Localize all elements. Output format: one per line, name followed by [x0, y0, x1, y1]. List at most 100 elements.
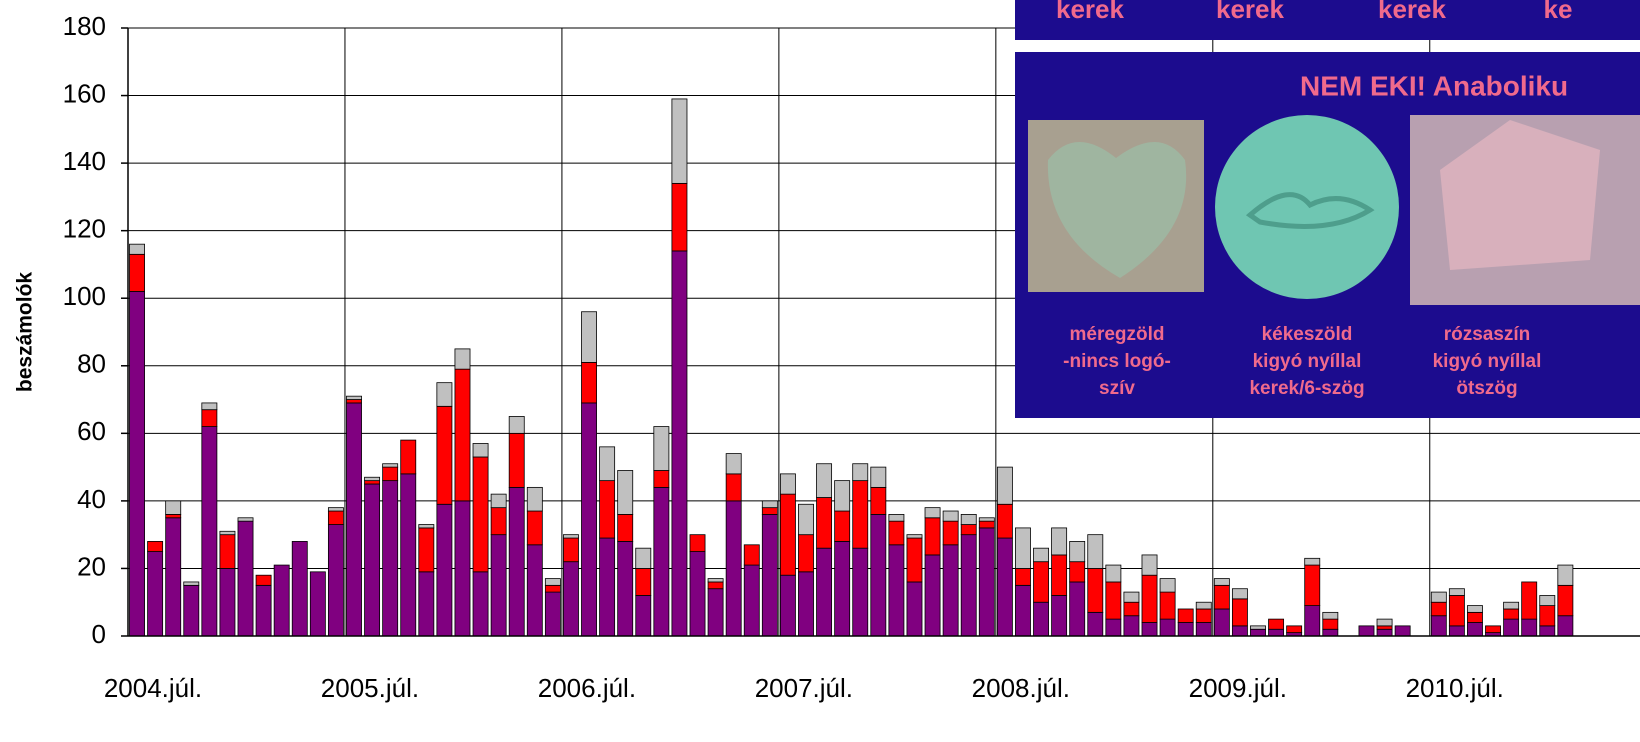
bar-segment: [201, 402, 218, 411]
bar-segment: [725, 453, 742, 475]
bar-segment: [472, 571, 489, 637]
y-axis-label: beszámolók: [14, 272, 37, 393]
y-tick-label: 40: [77, 484, 106, 514]
y-tick-label: 140: [63, 146, 106, 176]
inset-caption: kigyó nyíllal: [1433, 351, 1542, 372]
bar-segment: [1231, 588, 1248, 600]
inset-caption: kigyó nyíllal: [1253, 351, 1362, 372]
bar-segment: [1141, 554, 1158, 576]
bar-segment: [1250, 628, 1266, 637]
bar-segment: [1141, 574, 1158, 623]
bar-segment: [1123, 591, 1140, 603]
bar-segment: [1087, 568, 1104, 613]
bar-segment: [129, 291, 145, 637]
bar-segment: [1033, 601, 1049, 637]
bar-segment: [834, 480, 851, 512]
bar-segment: [1177, 622, 1194, 637]
bar-segment: [689, 551, 706, 637]
bar-segment: [1322, 611, 1339, 620]
bar-segment: [870, 466, 887, 488]
bar-segment: [129, 243, 145, 255]
x-tick-label: 2009.júl.: [1189, 673, 1287, 703]
bar-segment: [1448, 588, 1465, 596]
bar-segment: [761, 507, 778, 515]
bar-segment: [490, 493, 507, 509]
bar-segment: [1213, 584, 1230, 610]
bar-segment: [888, 520, 905, 546]
bar-segment: [1521, 618, 1538, 637]
bar-segment: [996, 537, 1013, 637]
bar-segment: [1448, 595, 1465, 627]
bar-segment: [1105, 564, 1122, 583]
bar-segment: [1503, 601, 1520, 610]
bar-segment: [382, 480, 399, 637]
bar-segment: [1213, 578, 1230, 586]
bar-segment: [816, 497, 833, 549]
bar-segment: [707, 581, 724, 590]
bar-segment: [508, 416, 525, 434]
bar-segment: [327, 507, 344, 512]
bar-segment: [761, 514, 778, 637]
bar-segment: [1250, 625, 1266, 630]
bar-segment: [1304, 564, 1321, 606]
bar-segment: [1376, 618, 1393, 627]
bar-segment: [418, 527, 435, 573]
bar-segment: [1430, 591, 1447, 603]
bar-segment: [364, 483, 381, 637]
bar-segment: [201, 409, 218, 427]
bar-segment: [490, 534, 507, 637]
bar-segment: [1304, 605, 1321, 637]
bar-segment: [165, 500, 182, 515]
x-tick-label: 2005.júl.: [321, 673, 419, 703]
bar-segment: [1304, 557, 1321, 566]
bar-segment: [472, 456, 489, 573]
bar-segment: [798, 503, 814, 536]
bar-segment: [165, 517, 182, 637]
bar-segment: [725, 500, 742, 637]
bar-segment: [526, 510, 543, 546]
x-tick-label: 2008.júl.: [972, 673, 1070, 703]
bar-segment: [454, 348, 471, 370]
bar-segment: [779, 574, 796, 637]
inset-caption: méregzöld: [1069, 324, 1164, 345]
bar-segment: [888, 544, 905, 637]
bar-segment: [1177, 608, 1194, 623]
bar-segment: [671, 250, 688, 637]
y-tick-label: 0: [92, 619, 106, 649]
x-tick-label: 2006.júl.: [538, 673, 636, 703]
bar-segment: [183, 581, 200, 586]
bar-segment: [1105, 581, 1122, 620]
bar-segment: [1159, 578, 1176, 593]
bar-segment: [327, 510, 344, 525]
pill-heart: [1047, 141, 1187, 278]
bar-segment: [255, 574, 272, 586]
bar-segment: [942, 510, 959, 522]
bar-segment: [888, 514, 905, 522]
bar-segment: [1069, 541, 1086, 563]
bar-segment: [364, 476, 381, 482]
bar-segment: [563, 537, 579, 563]
bar-segment: [454, 368, 471, 502]
bar-segment: [1015, 568, 1031, 586]
bar-segment: [617, 470, 634, 515]
bar-segment: [364, 480, 381, 485]
bar-segment: [1430, 615, 1447, 637]
bar-segment: [725, 473, 742, 502]
inset-caption: kékeszöld: [1262, 324, 1353, 345]
inset-heading: NEM EKI! Anaboliku: [1300, 70, 1568, 101]
bar-segment: [960, 524, 977, 536]
bar-segment: [852, 463, 869, 482]
bar-segment: [1394, 625, 1411, 637]
bar-segment: [1051, 527, 1068, 556]
bar-segment: [779, 493, 796, 576]
bar-segment: [219, 568, 236, 637]
bar-segment: [671, 98, 688, 184]
bar-segment: [1015, 584, 1031, 637]
bar-segment: [707, 578, 724, 583]
bar-segment: [400, 439, 417, 475]
bar-segment: [1557, 615, 1574, 637]
bar-segment: [1430, 601, 1447, 617]
bar-segment: [761, 500, 778, 509]
bar-segment: [1322, 618, 1339, 630]
bar-segment: [635, 595, 652, 637]
